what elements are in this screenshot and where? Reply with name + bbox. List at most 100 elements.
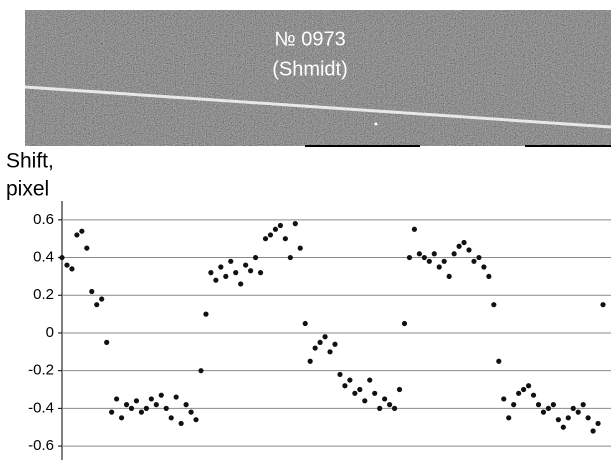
data-point <box>188 409 194 415</box>
data-point <box>59 254 65 261</box>
data-point <box>213 277 219 283</box>
data-point <box>590 428 596 434</box>
photo-noise <box>25 10 611 146</box>
data-point <box>362 398 368 404</box>
data-point <box>342 383 348 389</box>
data-point <box>525 383 532 389</box>
data-point <box>322 334 328 340</box>
data-point <box>148 396 154 402</box>
data-point <box>416 251 422 257</box>
data-point <box>238 281 244 287</box>
data-point <box>406 254 413 261</box>
data-point <box>451 251 457 257</box>
data-point <box>193 417 199 423</box>
y-tick-label: 0 <box>46 324 54 341</box>
data-point <box>153 402 159 408</box>
data-point <box>466 247 472 253</box>
data-point <box>352 390 358 396</box>
data-point <box>377 405 383 411</box>
data-point <box>203 311 209 317</box>
data-point <box>99 296 105 302</box>
data-point <box>123 402 130 408</box>
photo-streak <box>24 85 611 129</box>
data-point <box>555 417 561 423</box>
data-point <box>486 273 492 280</box>
data-point <box>248 268 254 274</box>
data-point <box>74 232 80 238</box>
data-point <box>386 402 393 408</box>
data-point <box>347 377 353 383</box>
data-point <box>317 339 323 345</box>
data-point <box>143 405 149 411</box>
data-point <box>267 232 274 238</box>
photo-spot <box>374 122 378 126</box>
data-point <box>173 394 179 400</box>
data-point <box>461 239 467 246</box>
data-point <box>575 409 581 415</box>
data-point <box>456 243 462 249</box>
data-point <box>560 424 566 430</box>
data-point <box>511 402 517 408</box>
data-point <box>233 270 239 276</box>
data-point <box>506 415 512 421</box>
photo: № 0973 (Shmidt) <box>24 10 611 147</box>
data-point <box>109 409 115 415</box>
data-point <box>133 398 140 404</box>
data-point <box>545 405 552 411</box>
data-point <box>89 288 95 295</box>
data-point <box>104 339 110 345</box>
data-point <box>337 371 343 378</box>
data-point <box>208 270 214 276</box>
data-point <box>262 236 269 242</box>
data-point <box>530 392 537 398</box>
data-point <box>128 405 135 411</box>
y-axis-label: Shift, <box>6 150 54 173</box>
data-point <box>312 345 318 351</box>
data-point <box>491 302 497 308</box>
data-point <box>178 420 184 427</box>
data-point <box>595 420 601 427</box>
photo-caption: № 0973 <box>274 28 346 50</box>
data-point <box>501 396 507 402</box>
data-point <box>183 402 189 408</box>
data-point <box>516 390 522 396</box>
data-point <box>471 258 477 264</box>
data-point <box>396 386 403 393</box>
data-point <box>138 409 145 415</box>
data-point <box>496 358 502 364</box>
y-tick-label: 0.2 <box>33 286 54 303</box>
data-point <box>198 368 204 374</box>
data-point <box>292 221 298 227</box>
data-point <box>481 264 487 270</box>
data-point <box>401 320 408 327</box>
data-point <box>411 226 418 232</box>
data-point <box>421 254 427 261</box>
y-tick-label: -0.2 <box>28 362 54 379</box>
data-point <box>218 264 224 270</box>
data-point <box>69 266 75 272</box>
data-point <box>327 349 333 355</box>
data-point <box>307 358 313 364</box>
data-point <box>535 402 542 408</box>
data-point <box>223 273 229 280</box>
data-point <box>163 405 169 411</box>
data-point <box>158 392 164 398</box>
data-point <box>118 415 125 421</box>
y-tick-label: -0.4 <box>28 399 54 416</box>
y-tick-label: 0.4 <box>33 249 54 266</box>
data-point <box>436 264 442 270</box>
data-point <box>84 245 90 251</box>
data-point <box>332 341 338 347</box>
data-point <box>372 390 378 396</box>
data-point <box>476 254 482 261</box>
data-point <box>565 415 571 421</box>
data-point <box>272 226 279 232</box>
data-point <box>600 302 606 308</box>
data-point <box>257 270 264 276</box>
data-point <box>441 258 447 264</box>
data-point <box>550 402 556 408</box>
data-point <box>367 377 373 383</box>
data-point <box>79 228 85 234</box>
data-point <box>287 254 293 261</box>
